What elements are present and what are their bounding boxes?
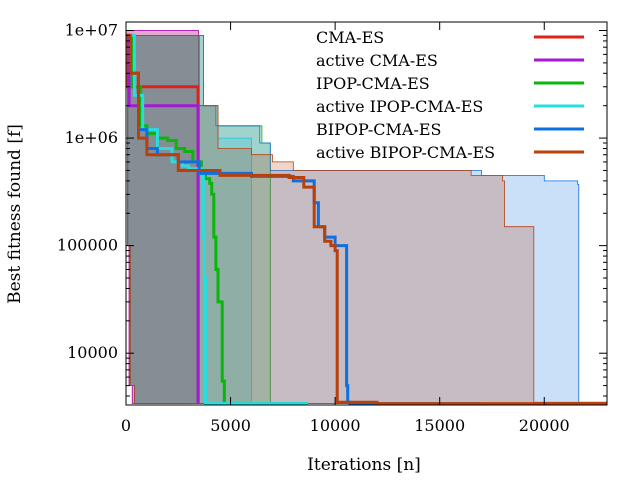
legend-label-5: active BIPOP-CMA-ES	[316, 143, 495, 162]
band-series-5	[126, 35, 608, 404]
median-line-series-4	[126, 33, 482, 406]
x-tick-label-3: 15000	[414, 416, 465, 435]
x-tick-label-4: 20000	[519, 416, 570, 435]
legend-label-3: active IPOP-CMA-ES	[316, 97, 483, 116]
y-tick-label-0: 1e+07	[65, 21, 118, 40]
x-axis: 0 5000 10000 15000 20000	[121, 22, 570, 435]
legend: CMA-ES active CMA-ES IPOP-CMA-ES active IPO…	[316, 28, 584, 162]
x-tick-label-2: 10000	[310, 416, 361, 435]
y-tick-label-1: 1e+06	[65, 128, 118, 147]
legend-label-4: BIPOP-CMA-ES	[316, 120, 441, 139]
median-line-series-3	[126, 33, 308, 406]
median-line-series-5	[126, 33, 607, 406]
legend-label-1: active CMA-ES	[316, 51, 438, 70]
y-tick-label-2: 100000	[57, 236, 118, 255]
x-axis-label: Iterations [n]	[307, 455, 421, 475]
legend-label-2: IPOP-CMA-ES	[316, 74, 430, 93]
y-axis: 1e+07 1e+06 100000 10000	[57, 21, 607, 397]
legend-label-0: CMA-ES	[316, 28, 384, 47]
x-tick-label-1: 5000	[210, 416, 251, 435]
y-axis-label: Best fitness found [f]	[5, 124, 25, 304]
y-tick-label-3: 10000	[67, 343, 118, 362]
x-tick-label-0: 0	[121, 416, 131, 435]
